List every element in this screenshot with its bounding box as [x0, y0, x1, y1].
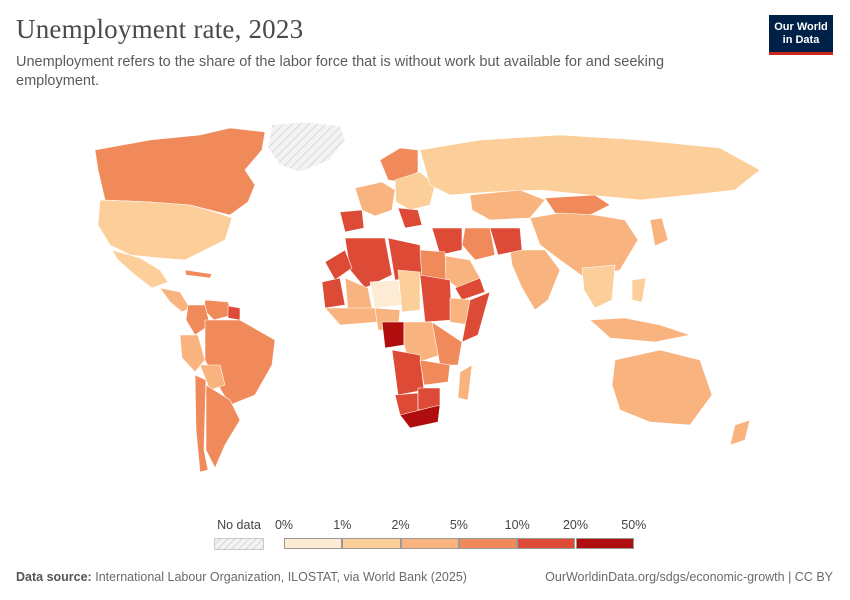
- country-australia[interactable]: Australia: [611, 349, 713, 426]
- legend-color-bin[interactable]: [575, 538, 634, 549]
- country-china[interactable]: China: [529, 212, 639, 279]
- country-indonesia[interactable]: Indonesia: [589, 317, 691, 343]
- legend-color-bin[interactable]: [458, 538, 518, 549]
- country-iran[interactable]: Iran: [461, 227, 496, 261]
- footer-url[interactable]: OurWorldinData.org/sdgs/economic-growth …: [545, 570, 833, 584]
- chart-title: Unemployment rate, 2023: [16, 14, 304, 44]
- country-spain[interactable]: Spain: [339, 209, 365, 233]
- country-sudan[interactable]: Sudan: [419, 274, 453, 323]
- country-kazakhstan[interactable]: Kazakhstan: [469, 189, 546, 221]
- source-text[interactable]: International Labour Organization, ILOST…: [95, 570, 467, 584]
- legend: No data 0% 1% 2% 5% 10% 20% 50%: [210, 518, 650, 558]
- country-bolivia[interactable]: Bolivia: [199, 364, 226, 391]
- country-balkans[interactable]: Balkans: [397, 207, 423, 229]
- country-southeast-asia[interactable]: Southeast Asia: [581, 264, 616, 309]
- country-russia[interactable]: Russia: [419, 134, 761, 201]
- country-afghanistan[interactable]: Afghanistan: [489, 227, 523, 256]
- legend-break-label: 10%: [504, 518, 530, 532]
- country-niger[interactable]: Niger: [369, 279, 403, 309]
- source-label: Data source:: [16, 570, 92, 584]
- legend-break-label: 50%: [621, 518, 647, 532]
- country-yemen[interactable]: Yemen: [454, 277, 486, 301]
- country-algeria[interactable]: Algeria: [344, 237, 393, 289]
- legend-color-bin[interactable]: [400, 538, 459, 549]
- country-east-africa[interactable]: East Africa: [431, 321, 463, 366]
- country-mexico[interactable]: Mexico: [111, 249, 169, 289]
- country-japan[interactable]: Japan: [649, 217, 669, 247]
- country-colombia[interactable]: Colombia: [185, 304, 211, 336]
- country-caribbean[interactable]: Caribbean: [184, 269, 213, 279]
- country-chile[interactable]: Chile: [194, 374, 209, 473]
- country-guyana[interactable]: Guyana: [227, 305, 241, 321]
- country-middle-east[interactable]: Middle East: [431, 227, 463, 256]
- chart-subtitle: Unemployment refers to the share of the …: [16, 54, 665, 89]
- country-somalia[interactable]: Somalia: [461, 291, 491, 343]
- logo-line-2: in Data: [782, 33, 820, 46]
- country-greenland[interactable]: Greenland: [267, 121, 346, 173]
- legend-no-data-swatch: [214, 538, 264, 550]
- legend-break-label: 5%: [449, 518, 468, 532]
- country-eastern-europe[interactable]: Eastern Europe: [394, 171, 436, 211]
- legend-break-label: 2%: [391, 518, 410, 532]
- country-morocco[interactable]: Morocco: [324, 249, 353, 281]
- country-argentina[interactable]: Argentina: [205, 384, 241, 469]
- owid-logo[interactable]: Our World in Data: [769, 15, 833, 55]
- legend-color-bin[interactable]: [517, 538, 576, 549]
- country-madagascar[interactable]: Madagascar: [457, 364, 473, 401]
- country-zambia[interactable]: Zambia: [419, 359, 451, 386]
- country-peru[interactable]: Peru: [179, 334, 206, 373]
- legend-break-label: 20%: [562, 518, 589, 532]
- country-west-africa[interactable]: West Africa: [324, 307, 379, 326]
- legend-break-label: 1%: [333, 518, 352, 532]
- country-central-america[interactable]: Central America: [159, 287, 191, 313]
- world-map[interactable]: GreenlandCanadaUnited StatesMexicoCentra…: [0, 110, 850, 510]
- country-new-zealand[interactable]: New Zealand: [729, 419, 751, 446]
- logo-line-1: Our World: [774, 21, 828, 33]
- country-mauritania[interactable]: Mauritania: [321, 277, 346, 309]
- country-gabon[interactable]: Gabon: [381, 321, 405, 349]
- country-chad[interactable]: Chad: [397, 269, 421, 313]
- country-western-europe[interactable]: Western Europe: [354, 181, 396, 217]
- legend-color-bin[interactable]: [284, 538, 343, 549]
- country-india[interactable]: India: [509, 249, 561, 311]
- legend-break-label: 0%: [274, 518, 294, 532]
- country-mongolia[interactable]: Mongolia: [544, 194, 611, 216]
- country-south-africa[interactable]: South Africa: [399, 404, 441, 429]
- country-botswana[interactable]: Botswana: [417, 387, 441, 411]
- footer-source: Data source: International Labour Organi…: [16, 570, 467, 584]
- legend-color-bin[interactable]: [342, 538, 401, 549]
- legend-no-data-label: No data: [217, 518, 261, 532]
- country-philippines[interactable]: Philippines: [631, 277, 647, 303]
- country-scandinavia[interactable]: Scandinavia: [379, 147, 419, 183]
- country-united-states[interactable]: United States: [97, 199, 233, 261]
